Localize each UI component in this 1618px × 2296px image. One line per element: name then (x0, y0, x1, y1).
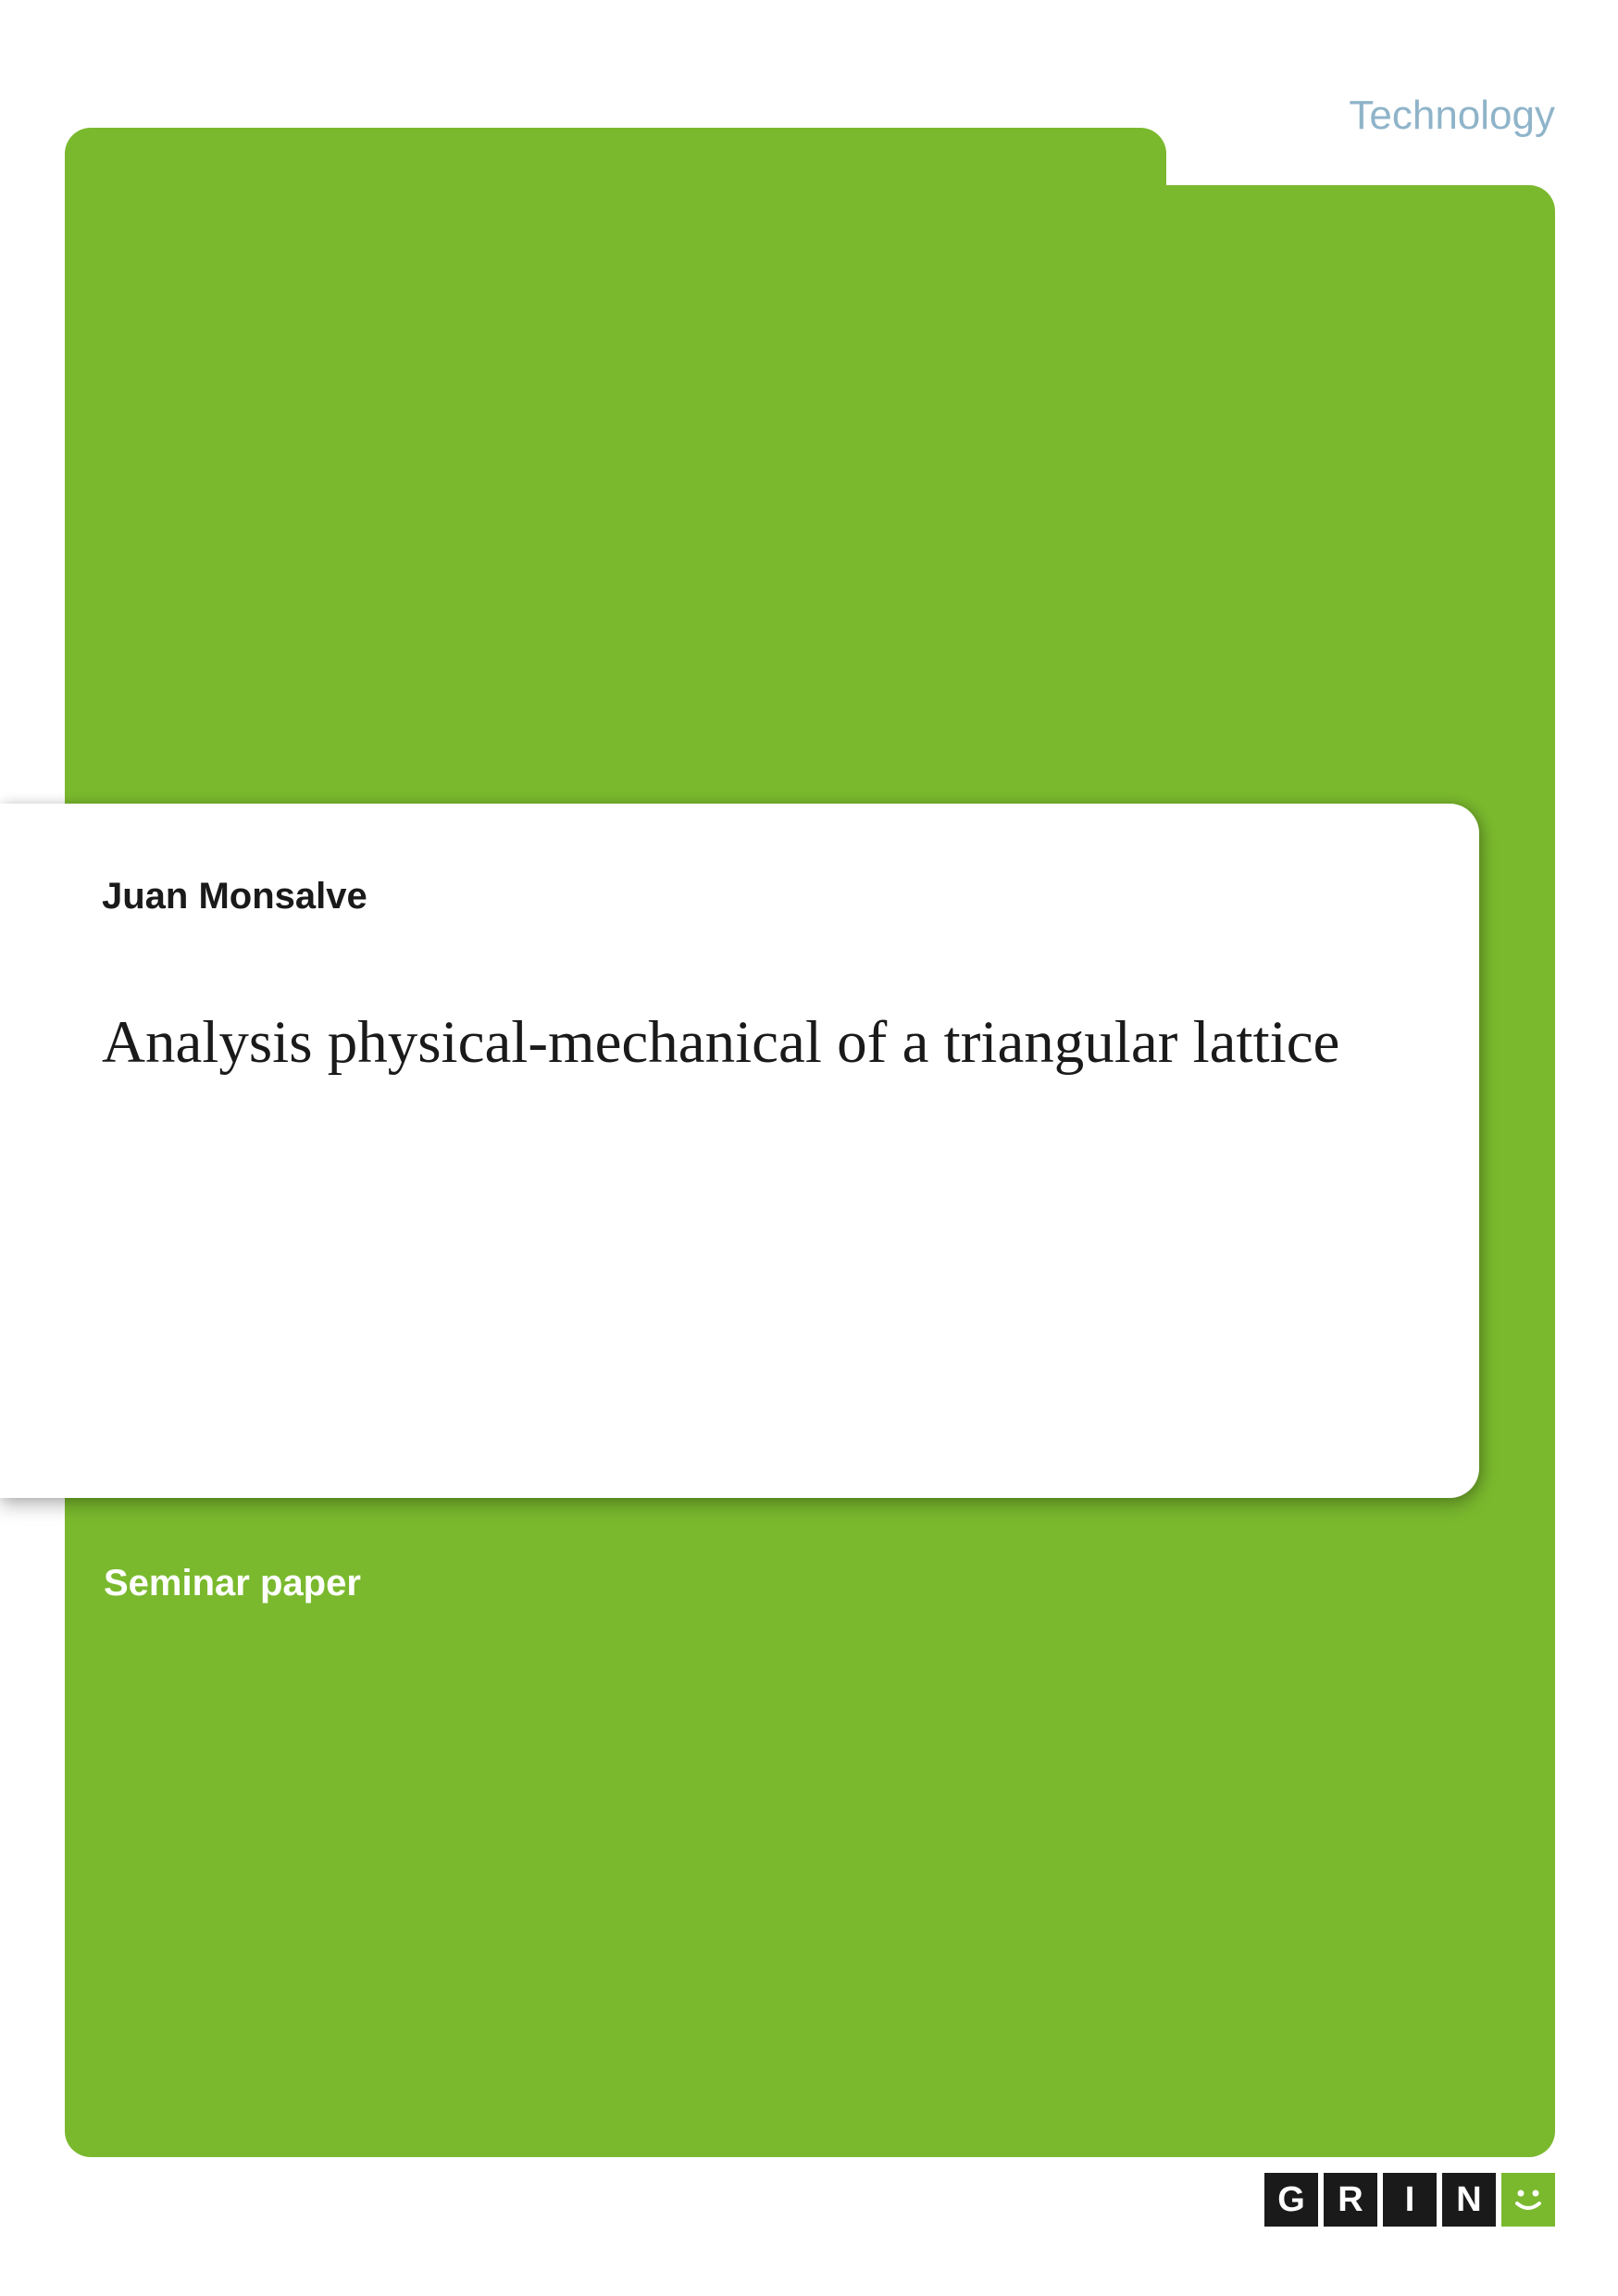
logo-letter-n: N (1442, 2173, 1496, 2227)
logo-letter-g: G (1264, 2173, 1318, 2227)
green-background-top (65, 128, 1166, 813)
green-background-top-right (1166, 185, 1555, 815)
grin-logo: G R I N (1264, 2173, 1555, 2227)
document-type-label: Seminar paper (104, 1563, 361, 1604)
author-name: Juan Monsalve (102, 876, 1377, 917)
category-label: Technology (1349, 93, 1555, 139)
logo-letter-r: R (1324, 2173, 1377, 2227)
logo-letter-i: I (1383, 2173, 1437, 2227)
title-card: Juan Monsalve Analysis physical-mechanic… (0, 804, 1479, 1498)
document-title: Analysis physical-mechanical of a triang… (102, 1005, 1377, 1080)
logo-smile-icon (1501, 2173, 1555, 2227)
